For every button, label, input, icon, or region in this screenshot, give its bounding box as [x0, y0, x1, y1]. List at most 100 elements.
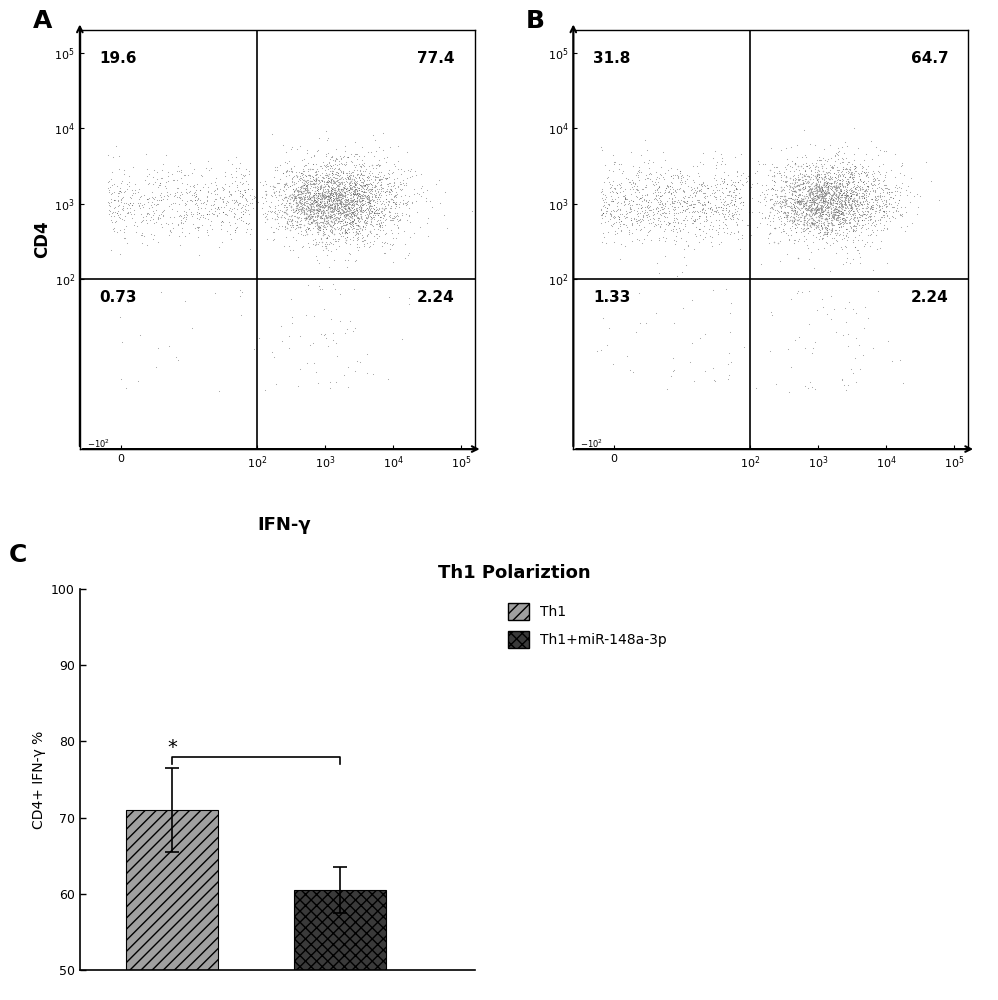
Point: [300, 184, 316, 200]
Point: [348, 224, 364, 240]
Point: [337, 198, 353, 214]
Point: [351, 156, 367, 172]
Point: [224, 166, 240, 182]
Point: [660, 200, 676, 216]
Point: [793, 166, 809, 182]
Point: [687, 241, 703, 257]
Point: [773, 167, 789, 183]
Point: [146, 162, 162, 178]
Point: [821, 208, 837, 224]
Point: [135, 197, 151, 213]
Point: [825, 211, 841, 227]
Point: [818, 226, 834, 242]
Point: [645, 154, 661, 170]
Point: [321, 374, 337, 390]
Point: [812, 192, 828, 208]
Point: [833, 201, 849, 217]
Point: [341, 165, 357, 181]
Point: [666, 315, 682, 331]
Point: [372, 219, 388, 235]
Point: [288, 198, 304, 214]
Point: [787, 184, 803, 200]
Point: [804, 191, 820, 207]
Point: [768, 376, 784, 392]
Point: [880, 333, 896, 349]
Point: [817, 188, 833, 204]
Point: [317, 238, 333, 254]
Point: [858, 187, 874, 203]
Point: [391, 212, 407, 228]
Point: [881, 203, 897, 219]
Point: [844, 199, 860, 215]
Point: [707, 372, 723, 388]
Point: [683, 196, 699, 212]
Point: [299, 142, 315, 158]
Point: [701, 194, 717, 210]
Point: [849, 198, 865, 214]
Point: [173, 208, 189, 224]
Point: [371, 216, 387, 232]
Point: [724, 187, 740, 203]
Point: [332, 199, 348, 215]
Point: [807, 137, 823, 153]
Point: [837, 183, 853, 199]
Point: [803, 379, 819, 395]
Point: [271, 171, 287, 187]
Point: [777, 197, 793, 213]
Point: [679, 198, 695, 214]
Point: [794, 191, 810, 207]
Point: [337, 171, 353, 187]
Point: [277, 199, 293, 215]
Point: [657, 152, 673, 168]
Point: [234, 204, 250, 220]
Point: [342, 175, 358, 191]
Point: [309, 143, 325, 159]
Point: [347, 193, 363, 209]
Point: [809, 187, 825, 203]
Point: [783, 218, 799, 234]
Point: [306, 199, 322, 215]
Point: [289, 214, 305, 230]
Point: [838, 212, 854, 228]
Point: [326, 174, 342, 190]
Point: [309, 207, 325, 223]
Point: [373, 209, 389, 225]
Point: [797, 200, 813, 216]
Point: [345, 198, 361, 214]
Point: [785, 214, 801, 230]
Point: [892, 165, 908, 181]
Point: [778, 193, 794, 209]
Point: [813, 184, 829, 200]
Point: [287, 195, 303, 211]
Point: [336, 143, 352, 159]
Point: [648, 217, 664, 233]
Point: [353, 211, 369, 227]
Point: [835, 204, 851, 220]
Point: [321, 201, 337, 217]
Point: [814, 158, 830, 174]
Point: [336, 196, 352, 212]
Point: [790, 169, 806, 185]
Point: [289, 183, 305, 199]
Point: [292, 219, 308, 235]
Point: [361, 189, 377, 205]
Point: [705, 185, 721, 201]
Point: [165, 195, 181, 211]
Point: [854, 188, 870, 204]
Point: [834, 171, 850, 187]
Point: [371, 172, 387, 188]
Point: [811, 179, 827, 195]
Point: [854, 185, 870, 201]
Point: [105, 177, 121, 193]
Point: [820, 171, 836, 187]
Point: [246, 188, 261, 204]
Point: [909, 186, 925, 202]
Point: [787, 161, 803, 177]
Point: [312, 214, 328, 230]
Point: [822, 194, 838, 210]
Point: [333, 198, 349, 214]
Point: [809, 198, 825, 214]
Point: [794, 180, 810, 196]
Point: [875, 143, 891, 159]
Point: [358, 217, 374, 233]
